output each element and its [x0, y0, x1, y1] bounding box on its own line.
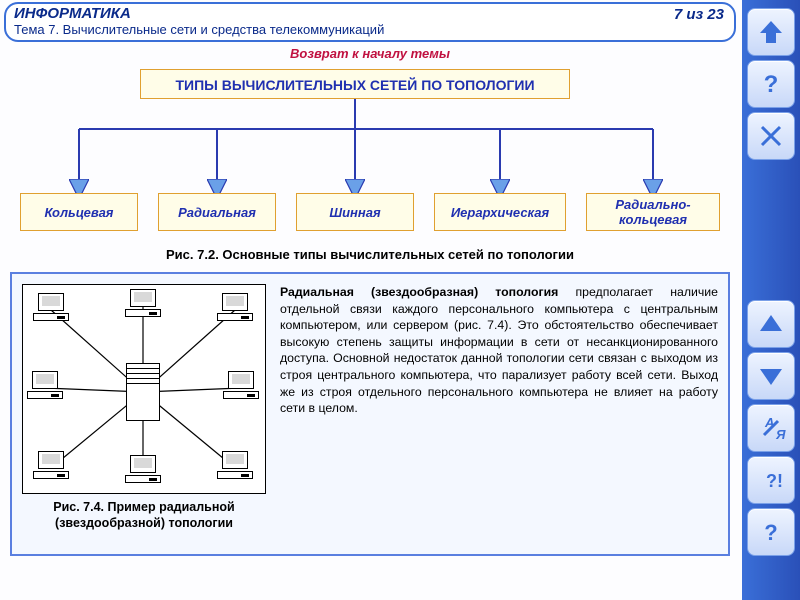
content-panel: Рис. 7.4. Пример радиальной (звездообраз…	[10, 272, 730, 556]
figure-radial-topology	[22, 284, 266, 494]
topology-diagram: ТИПЫ ВЫЧИСЛИТЕЛЬНЫХ СЕТЕЙ ПО ТОПОЛОГИИ К…	[10, 69, 730, 239]
nav-prev-icon[interactable]	[747, 300, 795, 348]
topology-type-box: Радиальная	[158, 193, 276, 231]
svg-text:?: ?	[764, 71, 779, 98]
svg-text:?: ?	[764, 520, 777, 545]
workstation-icon	[221, 371, 261, 405]
workstation-icon	[25, 371, 65, 405]
return-link[interactable]: Возврат к началу темы	[0, 46, 740, 61]
topology-type-box: Радиально-кольцевая	[586, 193, 720, 231]
svg-text:?: ?	[766, 471, 777, 491]
workstation-icon	[215, 451, 255, 485]
header: ИНФОРМАТИКА Тема 7. Вычислительные сети …	[4, 2, 736, 42]
nav-up-icon[interactable]	[747, 8, 795, 56]
diagram-caption: Рис. 7.2. Основные типы вычислительных с…	[0, 247, 740, 262]
nav-az-icon[interactable]: АЯ	[747, 404, 795, 452]
topology-type-box: Шинная	[296, 193, 414, 231]
nav-help-icon[interactable]: ?	[747, 60, 795, 108]
workstation-icon	[215, 293, 255, 327]
topic-title: Тема 7. Вычислительные сети и средства т…	[14, 22, 726, 37]
svg-text:Я: Я	[775, 427, 786, 442]
topology-type-box: Иерархическая	[434, 193, 566, 231]
body-text: Радиальная (звездообразная) топология пр…	[280, 284, 718, 544]
nav-more-icon[interactable]: ?	[747, 508, 795, 556]
workstation-icon	[31, 293, 71, 327]
workstation-icon	[123, 455, 163, 489]
side-nav: ? АЯ?!?	[742, 0, 800, 600]
workstation-icon	[31, 451, 71, 485]
topology-type-box: Кольцевая	[20, 193, 138, 231]
nav-close-icon[interactable]	[747, 112, 795, 160]
nav-hint-icon[interactable]: ?!	[747, 456, 795, 504]
svg-text:!: !	[777, 471, 783, 491]
nav-next-icon[interactable]	[747, 352, 795, 400]
subject-title: ИНФОРМАТИКА	[14, 5, 726, 22]
figure-caption: Рис. 7.4. Пример радиальной (звездообраз…	[22, 500, 266, 531]
page-counter: 7 из 23	[674, 6, 724, 23]
server-icon	[126, 363, 160, 421]
workstation-icon	[123, 289, 163, 323]
diagram-title-box: ТИПЫ ВЫЧИСЛИТЕЛЬНЫХ СЕТЕЙ ПО ТОПОЛОГИИ	[140, 69, 570, 99]
